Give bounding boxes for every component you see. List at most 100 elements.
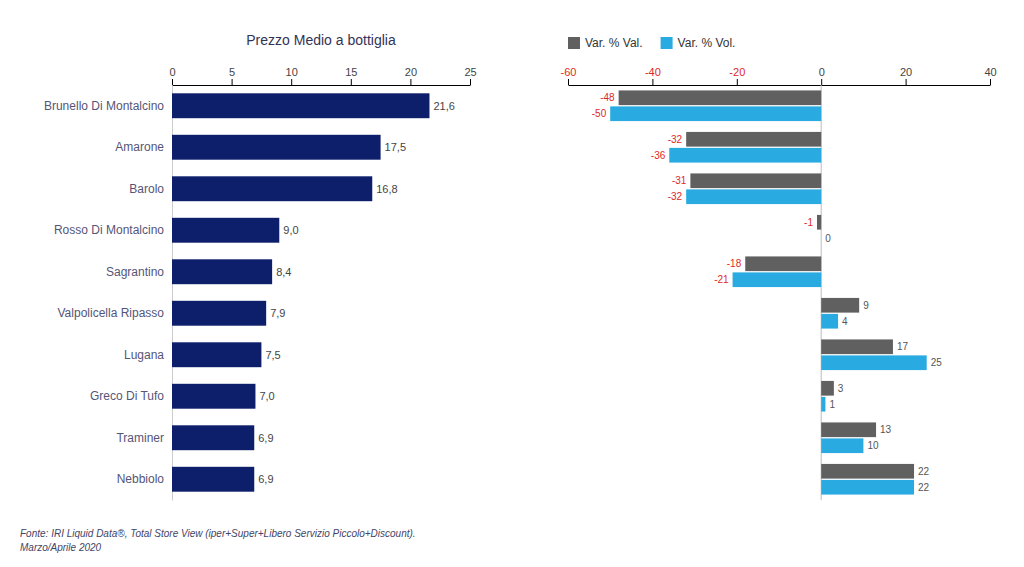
tick-label: Barolo xyxy=(129,182,164,196)
bar xyxy=(610,106,821,121)
tick-label: Traminer xyxy=(116,431,164,445)
bar xyxy=(821,438,863,453)
data-labels: -48-32-31-1-1891731322-50-36-320-2142511… xyxy=(592,92,943,492)
bar xyxy=(172,425,254,450)
tick-mark xyxy=(410,79,411,85)
tick-label: 5 xyxy=(229,66,235,78)
data-label: 22 xyxy=(918,482,930,493)
tick: Sagrantino xyxy=(106,265,172,279)
axis-line xyxy=(173,85,471,86)
tick: Greco Di Tufo xyxy=(90,389,172,403)
chart-title: Prezzo Medio a bottiglia xyxy=(246,32,396,48)
footnote: Marzo/Aprile 2020 xyxy=(20,542,102,553)
tick-mark xyxy=(470,79,471,85)
bar xyxy=(821,339,893,354)
data-label: 3 xyxy=(838,383,844,394)
data-label: 4 xyxy=(842,316,848,327)
tick: Lugana xyxy=(124,348,172,362)
tick-label: Greco Di Tufo xyxy=(90,389,164,403)
bar xyxy=(821,314,838,329)
data-label: -48 xyxy=(600,92,615,103)
y-axis: Brunello Di MontalcinoAmaroneBaroloRosso… xyxy=(44,86,173,501)
tick: Brunello Di Montalcino xyxy=(44,99,172,113)
bar xyxy=(669,148,821,163)
tick-label: Nebbiolo xyxy=(117,472,165,486)
bar xyxy=(821,397,825,412)
tick-label: Sagrantino xyxy=(106,265,164,279)
data-label: 22 xyxy=(918,466,930,477)
tick-mark xyxy=(351,79,352,85)
tick: 20 xyxy=(900,66,912,85)
tick-label: 15 xyxy=(345,66,357,78)
tick: Valpolicella Ripasso xyxy=(58,306,173,320)
data-label: -21 xyxy=(714,274,729,285)
data-label: 7,5 xyxy=(265,349,280,361)
tick: -60 xyxy=(561,66,577,85)
data-label: 0 xyxy=(825,233,831,244)
bar xyxy=(686,132,821,147)
data-label: 9,0 xyxy=(283,224,298,236)
tick-label: 0 xyxy=(169,66,175,78)
tick-mark xyxy=(568,79,569,85)
data-label: -50 xyxy=(592,108,607,119)
tick: 0 xyxy=(819,66,825,85)
data-label: 17 xyxy=(897,341,909,352)
bar xyxy=(817,215,821,230)
data-label: 6,9 xyxy=(258,432,273,444)
tick-label: 20 xyxy=(405,66,417,78)
tick: 10 xyxy=(286,66,298,85)
tick-label: -40 xyxy=(645,66,661,78)
tick: -20 xyxy=(729,66,745,85)
tick-label: -60 xyxy=(561,66,577,78)
data-label: 1 xyxy=(829,399,835,410)
tick: 0 xyxy=(169,66,175,85)
legend-label: Var. % Val. xyxy=(585,36,643,50)
data-label: 21,6 xyxy=(433,100,454,112)
tick-mark xyxy=(821,79,822,85)
legend-item: Var. % Vol. xyxy=(661,36,736,50)
footnote: Fonte: IRI Liquid Data®, Total Store Vie… xyxy=(20,528,416,539)
data-labels: 21,617,516,89,08,47,97,57,06,96,9 xyxy=(258,100,455,486)
bar xyxy=(821,381,834,396)
tick: Nebbiolo xyxy=(117,472,172,486)
data-label: 7,0 xyxy=(259,390,274,402)
tick-mark xyxy=(906,79,907,85)
tick: Amarone xyxy=(115,140,172,154)
bar xyxy=(733,272,822,287)
bar xyxy=(821,355,927,370)
legend: Var. % Val. Var. % Vol. xyxy=(568,36,735,50)
data-label: 6,9 xyxy=(258,473,273,485)
bar xyxy=(821,422,876,437)
x-axis: -60 -40 -20 0 20 40 xyxy=(561,66,997,86)
tick-mark xyxy=(232,79,233,85)
tick: 5 xyxy=(229,66,235,85)
tick: Barolo xyxy=(129,182,172,196)
bar xyxy=(172,467,254,492)
data-label: -36 xyxy=(651,150,666,161)
data-label: -32 xyxy=(668,134,683,145)
tick-mark xyxy=(291,79,292,85)
tick-label: Lugana xyxy=(124,348,164,362)
bar xyxy=(821,231,822,246)
bar xyxy=(619,90,822,105)
tick: 40 xyxy=(984,66,996,85)
chart: 0510152025Brunello Di MontalcinoAmaroneB… xyxy=(44,32,477,501)
tick-label: Brunello Di Montalcino xyxy=(44,99,164,113)
bars xyxy=(610,90,927,494)
bar xyxy=(821,480,914,495)
chart-canvas: 0510152025Brunello Di MontalcinoAmaroneB… xyxy=(0,0,1024,567)
data-label: 25 xyxy=(931,357,943,368)
bar xyxy=(821,464,914,479)
data-label: 8,4 xyxy=(276,266,291,278)
bar xyxy=(172,218,279,243)
tick-mark xyxy=(172,79,173,85)
tick-label: Amarone xyxy=(115,140,164,154)
data-label: 7,9 xyxy=(270,307,285,319)
tick-label: 40 xyxy=(984,66,996,78)
tick-mark xyxy=(652,79,653,85)
tick: Traminer xyxy=(116,431,172,445)
tick: 20 xyxy=(405,66,417,85)
bar xyxy=(172,384,255,409)
tick-label: -20 xyxy=(729,66,745,78)
chart: -60-40-2002040-48-32-31-1-1891731322-50-… xyxy=(561,36,997,500)
